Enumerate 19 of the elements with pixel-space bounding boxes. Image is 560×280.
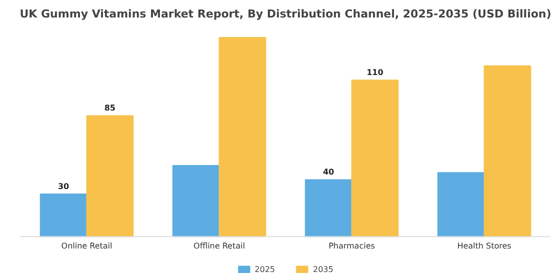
data-label: 40 <box>322 168 335 177</box>
x-tick-label: Online Retail <box>61 242 112 251</box>
legend-label: 2035 <box>313 264 334 274</box>
data-label: 85 <box>104 104 116 113</box>
legend-label: 2025 <box>254 264 275 274</box>
chart-title: UK Gummy Vitamins Market Report, By Distribution Channel, 2025-2035 (USD Billion) <box>20 8 552 20</box>
data-label: 30 <box>58 182 70 191</box>
bar <box>437 172 485 238</box>
bar <box>40 193 88 238</box>
bar <box>484 65 532 238</box>
x-tick-label: Pharmacies <box>328 242 375 251</box>
data-label: 110 <box>366 68 384 78</box>
x-tick-label: Health Stores <box>457 242 512 251</box>
bar <box>351 80 399 238</box>
bar <box>86 115 134 238</box>
bar <box>218 36 266 238</box>
bar <box>172 165 220 238</box>
bar <box>304 179 352 238</box>
x-tick-label: Offline Retail <box>194 242 245 251</box>
